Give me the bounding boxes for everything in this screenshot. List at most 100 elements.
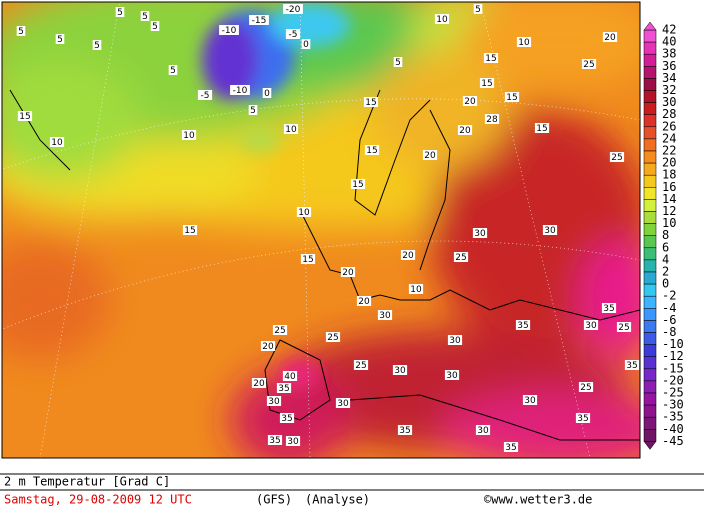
contour-label: 30	[472, 228, 488, 239]
colorbar-band	[643, 126, 657, 140]
label-text: 10	[51, 138, 63, 148]
label-text: 15	[302, 255, 313, 265]
colorbar-label: 28	[662, 107, 676, 121]
colorbar-label: 24	[662, 131, 676, 145]
colorbar-band	[643, 368, 657, 382]
label-text: 15	[536, 124, 547, 134]
label-text: 5	[170, 66, 176, 76]
label-text: 15	[352, 180, 363, 190]
label-box	[140, 11, 150, 21]
colorbar-label: 26	[662, 119, 676, 133]
label-box	[434, 14, 450, 24]
colorbar-arrow	[643, 21, 657, 31]
colorbar-label: -8	[662, 325, 676, 339]
label-box	[16, 26, 26, 36]
label-box	[393, 57, 403, 67]
label-text: 5	[57, 35, 63, 45]
contour-label: 15	[483, 53, 499, 64]
contour-label: 15	[479, 78, 495, 89]
label-text: 20	[402, 251, 414, 261]
label-box	[601, 303, 617, 313]
label-text: -20	[286, 5, 301, 15]
label-box	[267, 435, 283, 445]
label-box	[17, 111, 33, 121]
label-text: 5	[117, 8, 123, 18]
label-box	[301, 39, 311, 49]
label-text: 20	[342, 268, 354, 278]
label-box	[581, 59, 597, 69]
label-box	[484, 114, 500, 124]
contour-label: 5	[473, 4, 483, 15]
contour-label: 30	[285, 436, 301, 447]
label-box	[483, 53, 499, 63]
label-box	[353, 360, 369, 370]
label-box	[534, 123, 550, 133]
label-text: 20	[464, 97, 476, 107]
colorbar-label: 8	[662, 228, 669, 242]
contour-label: 10	[516, 37, 532, 48]
label-text: 30	[524, 396, 536, 406]
colorbar-band	[643, 90, 657, 103]
label-box	[350, 179, 366, 189]
contour-label: 20	[251, 378, 267, 389]
contour-label: 35	[575, 413, 591, 424]
label-text: 30	[394, 366, 406, 376]
label-box	[542, 225, 558, 235]
label-text: 30	[337, 399, 349, 409]
label-text: 25	[274, 326, 285, 336]
colorbar-band	[643, 138, 657, 152]
label-text: 25	[455, 253, 466, 263]
colorbar-band	[643, 150, 657, 164]
map-frame	[1, 1, 641, 459]
label-box	[248, 105, 258, 115]
contour-label: 5	[168, 65, 178, 76]
label-box	[408, 284, 424, 294]
label-box	[249, 15, 269, 25]
contour-label: 30	[447, 335, 463, 346]
label-text: 5	[94, 41, 100, 51]
colorbar-label: 36	[662, 59, 676, 73]
contour-label: 10	[296, 207, 312, 218]
label-box	[475, 425, 491, 435]
colorbar-label: -10	[662, 337, 684, 351]
label-text: 30	[287, 437, 299, 447]
label-text: 20	[253, 379, 265, 389]
label-text: 10	[183, 131, 195, 141]
label-box	[503, 442, 519, 452]
label-text: 35	[399, 426, 410, 436]
contour-label: 25	[453, 252, 469, 263]
contour-label: 30	[542, 225, 558, 236]
colorbar-label: 12	[662, 204, 676, 218]
label-text: 20	[424, 151, 436, 161]
label-text: 10	[285, 125, 297, 135]
contour-label: 10	[49, 137, 65, 148]
label-box	[522, 395, 538, 405]
label-text: 30	[474, 229, 486, 239]
label-text: 5	[142, 12, 148, 22]
label-box	[181, 130, 197, 140]
colorbar-label: 10	[662, 216, 676, 230]
label-box	[92, 40, 102, 50]
label-box	[422, 150, 438, 160]
label-text: 10	[518, 38, 530, 48]
contour-label: 35	[515, 320, 531, 331]
colorbar-band	[643, 199, 657, 212]
colorbar-band	[643, 162, 657, 176]
label-box	[447, 335, 463, 345]
label-box	[392, 365, 408, 375]
contour-label: 20	[602, 32, 618, 43]
label-text: 25	[618, 323, 629, 333]
label-box	[335, 398, 351, 408]
label-text: 20	[459, 126, 471, 136]
contour-label: 5	[115, 7, 125, 18]
label-box	[251, 378, 267, 388]
colorbar-band	[643, 283, 657, 297]
label-text: 0	[264, 89, 270, 99]
colorbar-band	[643, 380, 657, 394]
contour-label: 40	[282, 371, 298, 382]
label-text: 15	[366, 146, 377, 156]
colorbar-band	[643, 404, 657, 418]
label-text: 40	[284, 372, 296, 382]
contour-label: 20	[340, 267, 356, 278]
label-text: 25	[583, 60, 594, 70]
